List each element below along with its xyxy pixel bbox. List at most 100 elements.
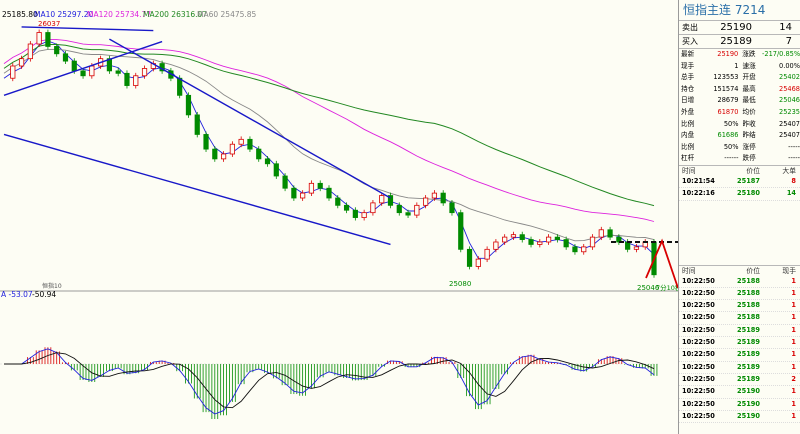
quote-label: 昨结	[742, 131, 756, 140]
candlestick-series	[10, 29, 657, 278]
trade-row[interactable]: 10:22:50 25188 1	[679, 312, 800, 325]
ma200-line	[3, 44, 655, 207]
candle-body	[607, 229, 613, 238]
candle-body	[379, 195, 385, 204]
candle-body	[449, 202, 455, 214]
quote-value: 123553	[713, 73, 739, 82]
candle-body	[115, 70, 121, 74]
price-chart[interactable]: 25185.80 MA10 25297.20 MA120 25734.77 MA…	[0, 0, 678, 434]
trade-time: 10:22:50	[682, 313, 715, 322]
quote-row: 内盘 61686 昨结 25407	[679, 130, 800, 142]
quote-value: 0.00%	[779, 61, 800, 70]
candle-body	[475, 258, 481, 267]
last-annotation: 25046	[637, 284, 660, 292]
quote-panel: 恒指主连 7214 卖出 25190 14 买入 25189 7 最新 25190…	[678, 0, 800, 434]
legend-ma60: MA60 25475.85	[197, 10, 257, 19]
legend-ma120: MA120 25734.77	[87, 10, 151, 19]
trade-row[interactable]: 10:22:50 25189 1	[679, 349, 800, 362]
trade-time: 10:22:50	[682, 276, 715, 285]
quote-label: 日增	[681, 96, 695, 105]
trade-row[interactable]: 10:22:50 25190 1	[679, 411, 800, 424]
quote-label: 比例	[681, 119, 695, 128]
trade-time: 10:22:50	[682, 338, 715, 347]
trade-volume: 1	[791, 301, 796, 310]
trade-time: 10:22:50	[682, 350, 715, 359]
candle-body	[589, 236, 596, 248]
candle-body	[466, 248, 473, 267]
big-trade-list[interactable]: 10:21:54 25187 8 10:22:16 25180 14	[679, 176, 800, 201]
quote-value: 25468	[779, 84, 800, 93]
candle-body	[18, 58, 25, 67]
candle-body	[572, 246, 578, 253]
candle-body	[273, 163, 279, 177]
sell-volume: 14	[779, 22, 792, 33]
trade-row[interactable]: 10:22:50 25189 1	[679, 325, 800, 338]
sell-row: 卖出 25190 14	[679, 21, 800, 34]
trade-time: 10:22:50	[682, 301, 715, 310]
quote-label: 开盘	[742, 73, 756, 82]
quote-value: 28679	[717, 96, 739, 105]
candle-body	[10, 65, 16, 79]
candle-body	[177, 77, 183, 96]
candle-body	[229, 143, 235, 155]
candle-body	[282, 175, 288, 189]
quote-label: 均价	[742, 107, 756, 116]
candle-body	[317, 182, 323, 189]
quote-value: 25407	[779, 131, 800, 140]
trade-volume: 1	[791, 338, 796, 347]
candle-body	[396, 204, 402, 214]
quote-row: 总手 123553 开盘 25402	[679, 72, 800, 84]
trade-row[interactable]: 10:22:50 25188 1	[679, 300, 800, 313]
candle-body	[256, 148, 262, 160]
quote-label: 外盘	[681, 107, 695, 116]
trade-price: 25189	[737, 325, 760, 334]
quote-label: 昨收	[742, 119, 756, 128]
tick-list[interactable]: 10:22:50 25188 1 10:22:50 25188 1 10:22:50 2518…	[679, 276, 800, 424]
trade-row[interactable]: 10:22:16 25180 14	[679, 188, 800, 201]
candle-body	[264, 158, 271, 165]
trade-row[interactable]: 10:21:54 25187 8	[679, 176, 800, 189]
candle-body	[545, 236, 552, 243]
sell-price: 25190	[720, 22, 752, 33]
trade-row[interactable]: 10:22:50 25188 1	[679, 276, 800, 288]
candle-body	[220, 153, 227, 160]
trade-time: 10:22:50	[682, 374, 715, 383]
candle-body	[247, 138, 253, 150]
candle-body	[387, 195, 394, 206]
candle-body	[598, 229, 604, 238]
legend-indicator-b: -50.94	[32, 290, 56, 299]
candle-body	[62, 53, 69, 62]
last-annotation-suffix: 7分10秒	[656, 283, 678, 292]
buy-price: 25189	[720, 36, 752, 47]
trade-price: 25188	[737, 276, 760, 285]
quote-value: 61870	[717, 107, 739, 116]
trade-volume: 8	[791, 176, 796, 185]
trade-row[interactable]: 10:22:50 25190 1	[679, 386, 800, 399]
macd-dif-line	[4, 348, 655, 415]
candle-body	[510, 234, 517, 238]
trade-row[interactable]: 10:22:50 25189 2	[679, 374, 800, 387]
trade-row[interactable]: 10:22:50 25188 1	[679, 288, 800, 301]
ma60-line	[3, 48, 655, 242]
quote-label: 杠杆	[681, 154, 695, 163]
trade-volume: 2	[791, 374, 796, 383]
candle-body	[185, 94, 192, 116]
trade-volume: 1	[791, 387, 796, 396]
candle-body	[36, 32, 42, 45]
trade-price: 25188	[737, 288, 760, 297]
quote-row: 最新 25190 涨跌 -217/0.85%	[679, 49, 800, 61]
trade-price: 25189	[737, 362, 760, 371]
trade-row[interactable]: 10:22:50 25190 1	[679, 399, 800, 411]
candle-body	[405, 212, 411, 216]
high-annotation: 26037	[38, 20, 60, 28]
trendline-rising	[3, 40, 163, 96]
trade-time: 10:22:50	[682, 387, 715, 396]
quote-row: 比例 50% 涨停 -----	[679, 142, 800, 154]
quote-label: 涨跌	[742, 50, 756, 58]
quote-label: 最高	[742, 84, 756, 93]
quote-value: -----	[788, 154, 800, 163]
candle-body	[326, 187, 332, 199]
trade-price: 25188	[737, 313, 760, 322]
trade-row[interactable]: 10:22:50 25189 1	[679, 337, 800, 350]
trade-row[interactable]: 10:22:50 25189 1	[679, 362, 800, 374]
